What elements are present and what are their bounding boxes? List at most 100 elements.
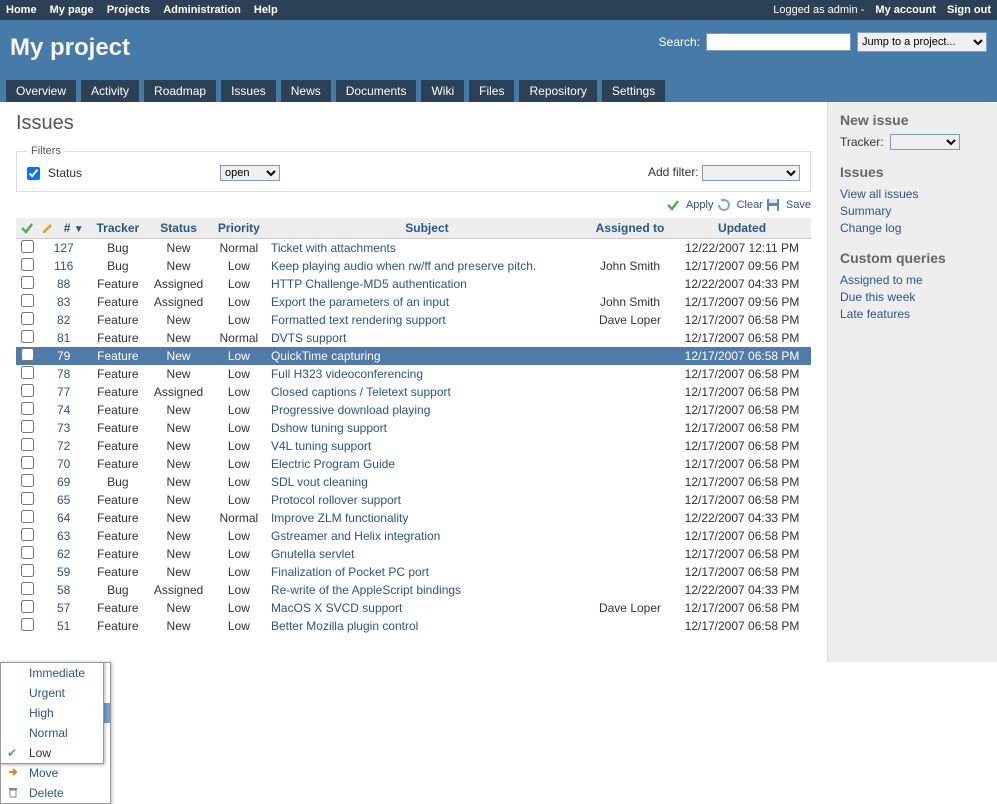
- add-filter-select[interactable]: [702, 165, 800, 181]
- row-checkbox[interactable]: [21, 546, 34, 559]
- col-updated[interactable]: Updated: [673, 218, 811, 239]
- table-row[interactable]: 62FeatureNewLowGnutella servlet12/17/200…: [16, 545, 811, 563]
- col-tracker[interactable]: Tracker: [89, 218, 146, 239]
- table-row[interactable]: 81FeatureNewNormalDVTS support12/17/2007…: [16, 329, 811, 347]
- issue-id-link[interactable]: 70: [57, 457, 70, 471]
- issue-id-link[interactable]: 127: [54, 241, 74, 255]
- row-checkbox[interactable]: [21, 492, 34, 505]
- tracker-select[interactable]: [890, 134, 960, 150]
- tab-repository[interactable]: Repository: [519, 80, 596, 102]
- issue-subject-link[interactable]: SDL vout cleaning: [271, 475, 368, 489]
- table-row[interactable]: 88FeatureAssignedLowHTTP Challenge-MD5 a…: [16, 275, 811, 293]
- table-row[interactable]: 59FeatureNewLowFinalization of Pocket PC…: [16, 563, 811, 581]
- row-checkbox[interactable]: [21, 402, 34, 415]
- link-due-week[interactable]: Due this week: [840, 289, 985, 306]
- status-filter-select[interactable]: open: [220, 165, 280, 181]
- issue-subject-link[interactable]: Full H323 videoconferencing: [271, 367, 423, 381]
- link-late-features[interactable]: Late features: [840, 306, 985, 323]
- issue-subject-link[interactable]: Re-write of the AppleScript bindings: [271, 583, 461, 597]
- col-id[interactable]: # ▼: [58, 218, 89, 239]
- link-view-all[interactable]: View all issues: [840, 186, 985, 203]
- row-checkbox[interactable]: [21, 348, 34, 361]
- row-checkbox[interactable]: [21, 600, 34, 613]
- status-filter-checkbox[interactable]: [27, 167, 40, 180]
- row-checkbox[interactable]: [21, 528, 34, 541]
- save-link[interactable]: Save: [786, 199, 811, 211]
- table-row[interactable]: 79FeatureNewLowQuickTime capturing12/17/…: [16, 347, 811, 365]
- issue-id-link[interactable]: 116: [54, 259, 73, 273]
- issue-id-link[interactable]: 63: [57, 529, 70, 543]
- row-checkbox[interactable]: [21, 330, 34, 343]
- ctx-move[interactable]: Move: [1, 763, 110, 783]
- table-row[interactable]: 127BugNewNormalTicket with attachments12…: [16, 239, 811, 258]
- issue-id-link[interactable]: 88: [57, 277, 70, 291]
- link-changelog[interactable]: Change log: [840, 220, 985, 237]
- row-checkbox[interactable]: [21, 474, 34, 487]
- priority-urgent[interactable]: Urgent: [1, 683, 103, 703]
- issue-id-link[interactable]: 69: [57, 475, 70, 489]
- issue-id-link[interactable]: 57: [57, 601, 70, 615]
- row-checkbox[interactable]: [21, 510, 34, 523]
- issue-id-link[interactable]: 62: [57, 547, 70, 561]
- tab-news[interactable]: News: [281, 80, 331, 102]
- table-row[interactable]: 63FeatureNewLowGstreamer and Helix integ…: [16, 527, 811, 545]
- row-checkbox[interactable]: [21, 312, 34, 325]
- issue-subject-link[interactable]: Gstreamer and Helix integration: [271, 529, 440, 543]
- table-row[interactable]: 116BugNewLowKeep playing audio when rw/f…: [16, 257, 811, 275]
- issue-id-link[interactable]: 51: [57, 619, 70, 633]
- issue-subject-link[interactable]: V4L tuning support: [271, 439, 371, 453]
- issue-subject-link[interactable]: Dshow tuning support: [271, 421, 387, 435]
- row-checkbox[interactable]: [21, 366, 34, 379]
- issue-subject-link[interactable]: Closed captions / Teletext support: [271, 385, 451, 399]
- priority-high[interactable]: High: [1, 703, 103, 723]
- table-row[interactable]: 78FeatureNewLowFull H323 videoconferenci…: [16, 365, 811, 383]
- nav-admin[interactable]: Administration: [163, 4, 241, 16]
- tab-issues[interactable]: Issues: [221, 80, 276, 102]
- issue-id-link[interactable]: 78: [57, 367, 70, 381]
- table-row[interactable]: 73FeatureNewLowDshow tuning support12/17…: [16, 419, 811, 437]
- project-jump-select[interactable]: Jump to a project...: [857, 32, 987, 52]
- issue-id-link[interactable]: 74: [57, 403, 70, 417]
- table-row[interactable]: 72FeatureNewLowV4L tuning support12/17/2…: [16, 437, 811, 455]
- priority-normal[interactable]: Normal: [1, 723, 103, 743]
- table-row[interactable]: 69BugNewLowSDL vout cleaning12/17/2007 0…: [16, 473, 811, 491]
- issue-id-link[interactable]: 73: [57, 421, 70, 435]
- nav-projects[interactable]: Projects: [107, 4, 150, 16]
- issue-id-link[interactable]: 59: [57, 565, 70, 579]
- issue-subject-link[interactable]: MacOS X SVCD support: [271, 601, 402, 615]
- nav-mypage[interactable]: My page: [50, 4, 94, 16]
- issue-subject-link[interactable]: Ticket with attachments: [271, 241, 396, 255]
- tab-documents[interactable]: Documents: [336, 80, 417, 102]
- row-checkbox[interactable]: [21, 420, 34, 433]
- nav-signout[interactable]: Sign out: [947, 4, 991, 16]
- col-assigned[interactable]: Assigned to: [587, 218, 673, 239]
- tab-roadmap[interactable]: Roadmap: [144, 80, 216, 102]
- row-checkbox[interactable]: [21, 618, 34, 631]
- issue-subject-link[interactable]: Export the parameters of an input: [271, 295, 449, 309]
- issue-id-link[interactable]: 81: [57, 331, 70, 345]
- issue-id-link[interactable]: 82: [57, 313, 70, 327]
- tab-settings[interactable]: Settings: [602, 80, 665, 102]
- issue-subject-link[interactable]: Better Mozilla plugin control: [271, 619, 418, 633]
- apply-link[interactable]: Apply: [686, 199, 714, 211]
- row-checkbox[interactable]: [21, 582, 34, 595]
- col-check[interactable]: [16, 218, 38, 239]
- tab-wiki[interactable]: Wiki: [421, 80, 464, 102]
- row-checkbox[interactable]: [21, 438, 34, 451]
- col-status[interactable]: Status: [146, 218, 210, 239]
- nav-home[interactable]: Home: [6, 4, 37, 16]
- table-row[interactable]: 57FeatureNewLowMacOS X SVCD supportDave …: [16, 599, 811, 617]
- table-row[interactable]: 83FeatureAssignedLowExport the parameter…: [16, 293, 811, 311]
- clear-link[interactable]: Clear: [737, 199, 763, 211]
- priority-low[interactable]: ✔ Low: [1, 743, 103, 763]
- tab-files[interactable]: Files: [469, 80, 514, 102]
- search-input[interactable]: [706, 33, 851, 51]
- issue-id-link[interactable]: 79: [57, 349, 70, 363]
- table-row[interactable]: 82FeatureNewLowFormatted text rendering …: [16, 311, 811, 329]
- table-row[interactable]: 51FeatureNewLowBetter Mozilla plugin con…: [16, 617, 811, 635]
- issue-subject-link[interactable]: Finalization of Pocket PC port: [271, 565, 429, 579]
- row-checkbox[interactable]: [21, 294, 34, 307]
- issue-id-link[interactable]: 65: [57, 493, 70, 507]
- table-row[interactable]: 58BugAssignedLowRe-write of the AppleScr…: [16, 581, 811, 599]
- row-checkbox[interactable]: [21, 456, 34, 469]
